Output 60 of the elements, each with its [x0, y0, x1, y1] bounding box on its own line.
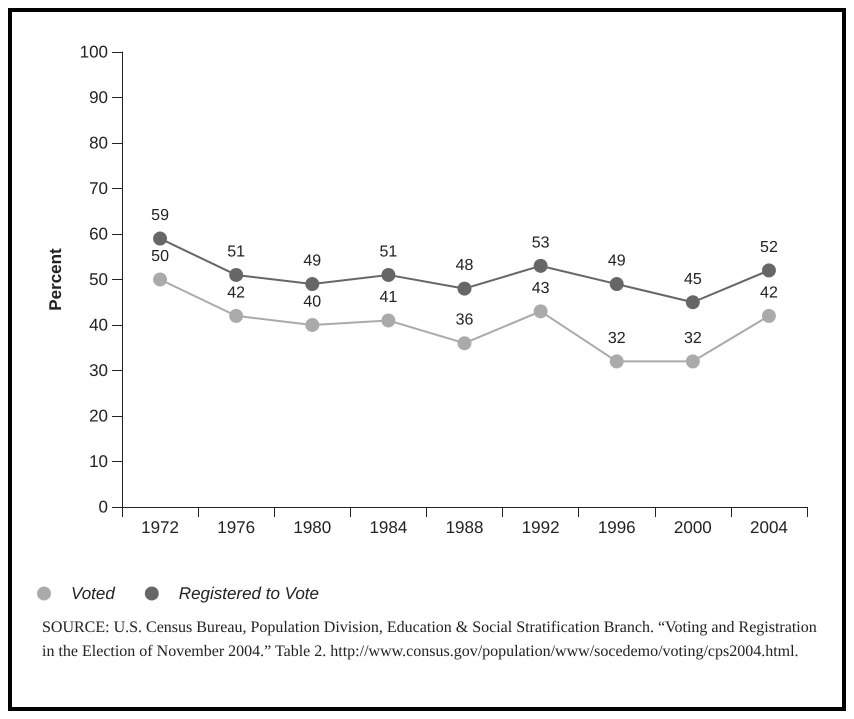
data-label: 36: [456, 312, 474, 329]
legend-label: Voted: [71, 584, 116, 603]
data-label: 52: [760, 238, 778, 256]
point: [534, 304, 548, 318]
point: [381, 313, 396, 328]
point: [305, 277, 320, 292]
x-tick-label: 1984: [369, 518, 408, 537]
point: [686, 295, 700, 310]
x-tick-label: 1976: [217, 518, 256, 537]
y-tick-label: 10: [89, 452, 108, 471]
y-tick-label: 30: [89, 361, 108, 380]
data-label: 32: [684, 330, 702, 347]
x-tick-label: 1980: [293, 518, 332, 537]
y-tick-label: 0: [98, 498, 108, 516]
y-tick-label: 100: [80, 42, 108, 62]
point: [458, 282, 472, 296]
data-label: 53: [532, 234, 550, 252]
y-tick-label: 50: [89, 270, 108, 289]
data-label: 43: [532, 280, 550, 297]
data-label: 49: [608, 252, 626, 270]
data-label: 40: [303, 294, 322, 310]
point: [381, 268, 396, 282]
data-label: 59: [151, 207, 170, 224]
legend-label: Registered to Vote: [178, 584, 319, 603]
data-label: 51: [379, 243, 398, 260]
data-label: 32: [608, 330, 626, 347]
point: [686, 354, 700, 368]
data-label: 42: [227, 284, 246, 302]
point: [762, 308, 776, 323]
x-tick-label: 2000: [674, 518, 712, 537]
point: [153, 272, 168, 286]
y-tick-label: 40: [89, 316, 108, 334]
data-label: 49: [303, 252, 322, 270]
y-axis-title: Percent: [46, 248, 65, 311]
data-label: 45: [684, 270, 702, 288]
data-label: 50: [151, 248, 170, 265]
point: [458, 336, 472, 350]
y-tick-label: 80: [89, 134, 108, 152]
x-tick-label: 1972: [141, 518, 179, 537]
y-tick-label: 90: [89, 88, 108, 107]
point: [229, 268, 244, 282]
x-tick-label: 1996: [598, 518, 636, 537]
x-tick-label: 1988: [446, 518, 484, 537]
point: [153, 232, 168, 246]
x-tick-label: 2004: [750, 518, 788, 537]
point: [610, 354, 624, 368]
point: [762, 263, 776, 278]
y-tick-label: 70: [89, 179, 108, 198]
y-tick-label: 60: [89, 224, 108, 244]
point: [610, 277, 624, 292]
data-label: 51: [227, 243, 246, 260]
x-tick-label: 1992: [522, 518, 560, 537]
source-note: SOURCE: U.S. Census Bureau, Population Division, Education & Social Stratification Branch. “Voting and Registration in the Election of November 2004.” Table 2. http://www.consus.gov/population/www/socedemo/voting/cps2004.html.: [41, 618, 818, 662]
data-label: 41: [379, 288, 398, 306]
y-tick-label: 20: [89, 406, 108, 426]
point: [229, 308, 244, 323]
data-label: 42: [760, 284, 778, 302]
point: [305, 318, 320, 332]
data-label: 48: [456, 257, 474, 274]
point: [534, 258, 548, 273]
